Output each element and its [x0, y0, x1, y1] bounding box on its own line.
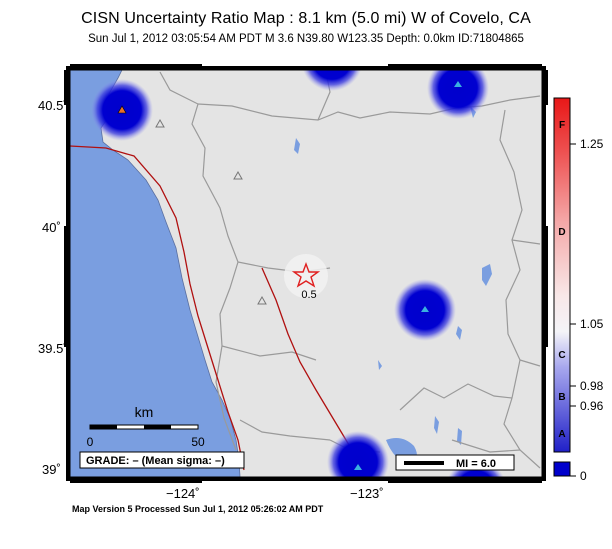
scale-start-label: 0 — [87, 435, 94, 449]
epicenter-ratio-label: 0.5 — [301, 289, 316, 301]
epicenter-star-icon — [291, 262, 321, 288]
station-triangle-icon — [454, 81, 462, 87]
grade-letter-a: A — [558, 429, 565, 440]
grade-text: GRADE: – (Mean sigma: –) — [86, 455, 225, 467]
map-title: CISN Uncertainty Ratio Map : 8.1 km (5.0… — [81, 10, 531, 27]
lon-label-123: −123˚ — [350, 486, 384, 501]
colorbar-zero-swatch — [553, 461, 571, 477]
lat-label-40: 40˚ — [42, 220, 61, 235]
colorbar-value-0-96: 0.96 — [580, 399, 604, 413]
scale-unit-label: km — [135, 404, 154, 420]
lat-label-40-5: 40.5˚ — [38, 98, 68, 113]
station-triangle-icon — [117, 105, 127, 114]
colorbar-value-0: 0 — [580, 469, 587, 483]
event-info-line: Sun Jul 1, 2012 03:05:54 AM PDT M 3.6 N3… — [88, 33, 524, 45]
station-triangle-icon — [155, 118, 165, 128]
grade-letter-c: C — [558, 350, 565, 361]
station-triangle-icon — [233, 170, 243, 180]
seismic-stations — [117, 81, 462, 470]
mi-text: MI = 6.0 — [456, 458, 496, 470]
station-triangle-icon — [354, 464, 362, 470]
station-triangle-icon — [257, 295, 267, 305]
colorbar: F D C B A 1.25 1.05 0.98 0.96 0 — [553, 97, 604, 483]
grade-letter-b: B — [558, 392, 565, 403]
colorbar-value-1-25: 1.25 — [580, 137, 604, 151]
lat-label-39: 39˚ — [42, 462, 61, 477]
lat-label-39-5: 39.5˚ — [38, 341, 68, 356]
epicenter — [284, 254, 328, 298]
colorbar-value-1-05: 1.05 — [580, 317, 604, 331]
lon-label-124: −124˚ — [166, 486, 200, 501]
station-triangle-icon — [421, 306, 429, 312]
pacific-ocean — [70, 70, 240, 477]
grade-box: GRADE: – (Mean sigma: –) — [79, 451, 245, 469]
frame-ticks — [64, 64, 548, 483]
grade-letter-f: F — [559, 120, 565, 131]
colorbar-value-0-98: 0.98 — [580, 379, 604, 393]
scale-bar: km 0 50 — [87, 404, 205, 449]
grade-letter-d: D — [558, 227, 565, 238]
map-version-footer: Map Version 5 Processed Sun Jul 1, 2012 … — [72, 504, 324, 514]
scale-end-label: 50 — [191, 435, 205, 449]
mi-legend-box: MI = 6.0 — [395, 454, 515, 471]
